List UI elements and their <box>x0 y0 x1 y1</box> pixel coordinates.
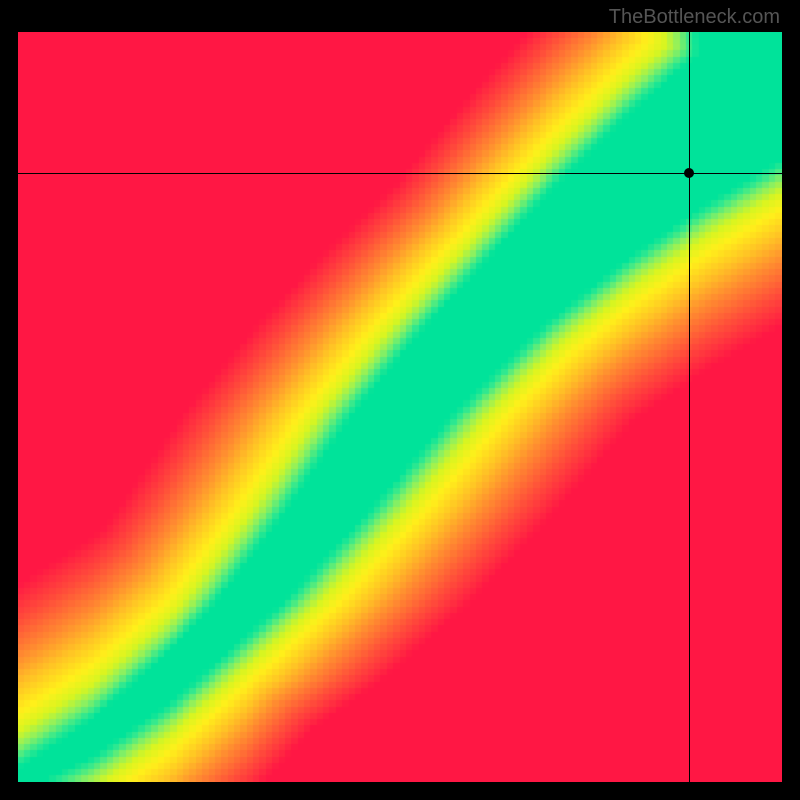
crosshair-marker <box>684 168 694 178</box>
watermark-text: TheBottleneck.com <box>609 6 780 29</box>
crosshair-vertical <box>689 0 690 782</box>
crosshair-horizontal <box>18 173 800 174</box>
heatmap-plot <box>18 32 782 782</box>
heatmap-canvas <box>18 32 782 782</box>
